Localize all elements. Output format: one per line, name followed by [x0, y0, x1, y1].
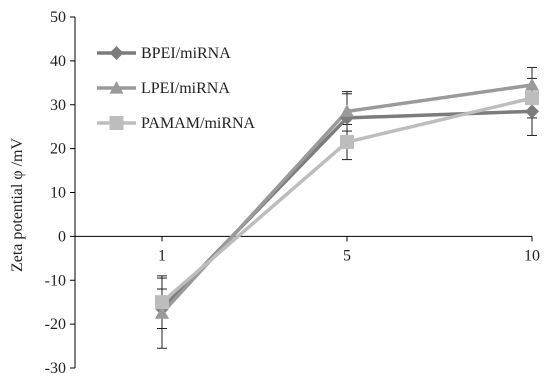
y-tick-label: -20 — [45, 316, 66, 333]
legend-label: PAMAM/miRNA — [141, 115, 256, 132]
legend-label: BPEI/miRNA — [141, 45, 231, 62]
y-axis-title: Zeta potential φ /mV — [9, 138, 26, 273]
diamond-marker — [525, 104, 539, 119]
x-tick-label: 1 — [158, 247, 166, 264]
y-tick-label: 30 — [50, 97, 66, 114]
square-marker — [525, 91, 539, 106]
series-markers — [155, 78, 539, 319]
y-tick-label: -10 — [45, 272, 66, 289]
x-tick-label: 10 — [524, 247, 540, 264]
triangle-marker — [525, 78, 539, 91]
y-tick-label: 20 — [50, 141, 66, 158]
x-tick-label: 5 — [343, 247, 351, 264]
y-tick-label: -30 — [45, 360, 66, 377]
square-marker — [109, 116, 124, 130]
legend: BPEI/miRNA LPEI/miRNA PAMAM/miRNA — [97, 45, 256, 132]
square-marker — [155, 295, 169, 310]
triangle-marker — [340, 104, 354, 117]
y-tick-label: 0 — [58, 228, 66, 245]
square-marker — [340, 135, 354, 150]
axes: 50 40 30 20 10 0 -10 -20 -30 1 5 10 — [45, 9, 540, 377]
y-tick-label: 10 — [50, 185, 66, 202]
y-tick-label: 50 — [50, 9, 66, 26]
triangle-marker — [109, 81, 124, 94]
triangle-marker — [155, 306, 169, 319]
y-tick-label: 40 — [50, 53, 66, 70]
legend-label: LPEI/miRNA — [141, 80, 230, 97]
diamond-marker — [109, 46, 124, 60]
